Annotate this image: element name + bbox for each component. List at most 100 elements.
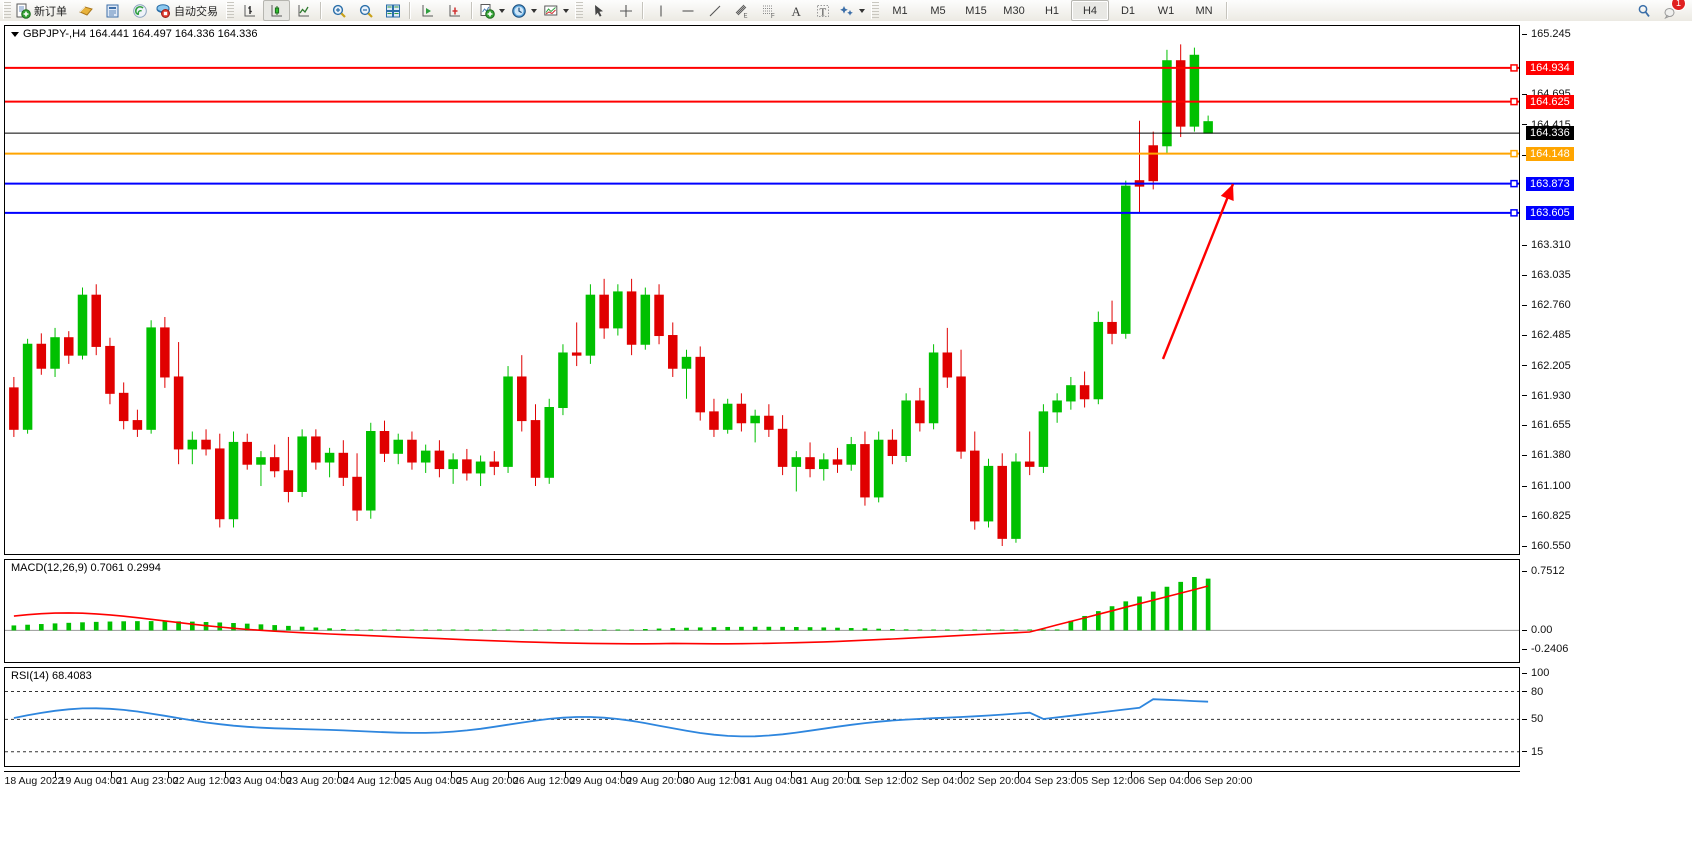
text-button[interactable]: A <box>782 0 809 21</box>
candle-body <box>338 452 349 478</box>
toolbar-grip-3[interactable] <box>575 2 583 19</box>
price-label-support-2[interactable]: 163.605 <box>1526 205 1574 220</box>
autoscroll-button[interactable] <box>414 0 441 21</box>
horizontal-line-button[interactable] <box>674 0 701 21</box>
line-chart-button[interactable] <box>290 0 317 21</box>
price-label-support-1[interactable]: 163.873 <box>1526 176 1574 191</box>
candle-body <box>1162 60 1172 147</box>
equidistant-channel-button[interactable]: E <box>728 0 755 21</box>
toolbar-grip-2[interactable] <box>226 2 234 19</box>
periods-chevron-down-icon[interactable] <box>531 8 537 13</box>
time-tick-label: 1 Sep 12:00 <box>855 775 913 787</box>
tab-timeframe-m30[interactable]: M30 <box>1003 4 1025 17</box>
bar-chart-button[interactable] <box>236 0 263 21</box>
candle-body <box>558 352 568 409</box>
periods-button[interactable] <box>508 0 540 21</box>
tab-timeframe-d1[interactable]: D1 <box>1120 4 1136 17</box>
tab-timeframe-m15[interactable]: M15 <box>965 4 987 17</box>
search-button[interactable] <box>1630 0 1657 21</box>
auto-trading-label: 自动交易 <box>174 5 218 18</box>
candle-body <box>722 403 733 430</box>
candle-body <box>77 294 88 356</box>
cursor-button[interactable] <box>585 0 612 21</box>
candle-body <box>736 403 747 424</box>
label-button[interactable]: T <box>809 0 836 21</box>
chart-area[interactable]: GBPJPY-,H4 164.441 164.497 164.336 164.3… <box>0 21 1692 845</box>
signal-button[interactable] <box>126 0 153 21</box>
clock-icon <box>511 3 527 19</box>
tab-timeframe-h4[interactable]: H4 <box>1071 0 1109 21</box>
objects-button[interactable] <box>836 0 868 21</box>
price-label-current-price[interactable]: 164.336 <box>1526 126 1574 141</box>
candle-body <box>283 470 294 492</box>
time-tick-separator <box>961 772 963 778</box>
crosshair-icon <box>618 3 634 19</box>
time-tick-separator <box>1074 772 1076 778</box>
signal-icon <box>132 3 148 19</box>
tab-timeframe-h1[interactable]: H1 <box>1044 4 1060 17</box>
tab-timeframe-mn[interactable]: MN <box>1195 4 1213 17</box>
chart-symbol-header: GBPJPY-,H4 164.441 164.497 164.336 164.3… <box>9 28 260 40</box>
tile-windows-button[interactable] <box>379 0 406 21</box>
price-label-entry-level[interactable]: 164.148 <box>1526 146 1574 161</box>
time-scale[interactable]: 18 Aug 2022 19 Aug 04:00 21 Aug 23:00 22 Au… <box>4 771 1520 793</box>
level-handle-resistance-1 <box>1510 97 1518 106</box>
template-button[interactable] <box>72 0 99 21</box>
macd-pane[interactable]: MACD(12,26,9) 0.7061 0.2994 <box>4 559 1520 663</box>
indicators-chevron-down-icon[interactable] <box>499 8 505 13</box>
time-tick-separator <box>54 772 56 778</box>
price-scale[interactable]: 165.245164.695164.415164.136163.310163.0… <box>1522 25 1692 555</box>
tab-timeframe-m1[interactable]: M1 <box>892 4 908 17</box>
trendline-button[interactable] <box>701 0 728 21</box>
time-tick-label: 29 Aug 04:00 <box>569 775 632 787</box>
candle-body <box>750 415 760 424</box>
indicators-button[interactable] <box>476 0 508 21</box>
time-tick-label: 25 Aug 20:00 <box>456 775 519 787</box>
candle-chart-button[interactable] <box>263 0 290 21</box>
alerts-button[interactable]: 1 <box>1657 0 1686 21</box>
zoom-out-button[interactable] <box>352 0 379 21</box>
price-label-resistance-2[interactable]: 164.934 <box>1526 60 1574 75</box>
svg-text:A: A <box>791 4 801 19</box>
cursor-icon <box>591 3 607 19</box>
rsi-pane[interactable]: RSI(14) 68.4083 <box>4 667 1520 767</box>
candle-body <box>613 291 623 329</box>
vertical-line-button[interactable] <box>647 0 674 21</box>
crosshair-button[interactable] <box>612 0 639 21</box>
price-pane[interactable]: GBPJPY-,H4 164.441 164.497 164.336 164.3… <box>4 25 1520 555</box>
tab-timeframe-m5[interactable]: M5 <box>930 4 946 17</box>
auto-trading-icon <box>155 3 171 19</box>
candle-body <box>997 465 1007 539</box>
price-label-resistance-1[interactable]: 164.625 <box>1526 94 1574 109</box>
candle-body <box>599 294 609 329</box>
candle-body <box>1052 400 1062 413</box>
auto-trading-button[interactable]: 自动交易 <box>153 0 223 21</box>
candle-body <box>709 411 719 430</box>
time-tick-label: 23 Aug 04:00 <box>229 775 292 787</box>
objects-chevron-down-icon[interactable] <box>859 8 865 13</box>
chart-shift-button[interactable] <box>441 0 468 21</box>
zoom-in-button[interactable] <box>325 0 352 21</box>
candle-body <box>777 428 788 467</box>
price-tick: 160.550 <box>1522 540 1571 552</box>
toolbar-grip[interactable] <box>3 2 11 19</box>
fibonacci-button[interactable]: F <box>755 0 782 21</box>
candle-body <box>311 436 321 463</box>
price-tick: 163.035 <box>1522 269 1571 281</box>
candle-body <box>832 459 843 465</box>
news-button[interactable] <box>99 0 126 21</box>
candle-body <box>1066 385 1076 402</box>
candle-body <box>942 352 953 378</box>
toolbar-grip-4[interactable] <box>871 2 879 19</box>
candle-body <box>366 431 376 511</box>
candle-body <box>1203 121 1213 134</box>
tab-timeframe-w1[interactable]: W1 <box>1157 4 1175 17</box>
price-tick: 162.205 <box>1522 360 1571 372</box>
templates-chevron-down-icon[interactable] <box>563 8 569 13</box>
templates-button[interactable] <box>540 0 572 21</box>
collapse-triangle-icon[interactable] <box>11 31 19 37</box>
time-tick-separator <box>848 772 849 778</box>
price-tick: 161.380 <box>1522 449 1571 461</box>
new-order-button[interactable]: 新订单 <box>13 0 72 21</box>
candle-body <box>1148 145 1158 182</box>
